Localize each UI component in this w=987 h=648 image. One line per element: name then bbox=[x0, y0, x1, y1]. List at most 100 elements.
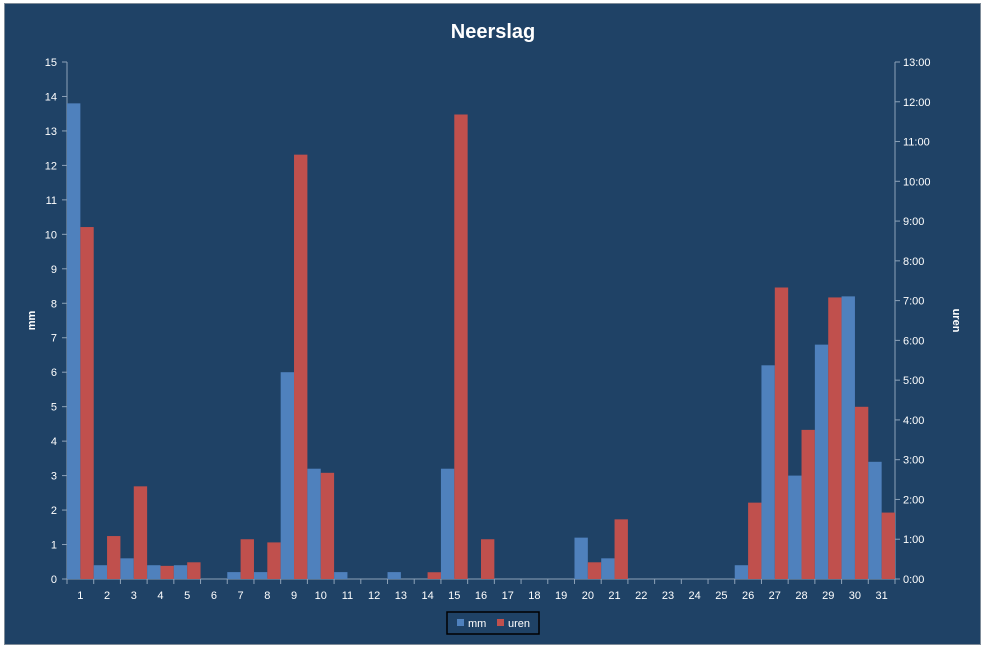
bar-mm bbox=[307, 468, 321, 579]
x-tick-label: 16 bbox=[475, 590, 487, 602]
bar-uren bbox=[774, 287, 789, 579]
bar-mm bbox=[147, 565, 161, 579]
y2-tick-label: 10:00 bbox=[903, 176, 931, 188]
x-tick-label: 29 bbox=[822, 590, 834, 602]
legend-box bbox=[446, 611, 540, 635]
bar-mm bbox=[440, 468, 455, 579]
x-tick-label: 4 bbox=[157, 590, 163, 602]
y-tick-label: 10 bbox=[45, 229, 57, 241]
bar-mm bbox=[574, 537, 588, 579]
legend-swatch-mm bbox=[457, 619, 464, 626]
y-tick-label: 9 bbox=[51, 264, 57, 276]
legend-swatch-uren bbox=[497, 619, 504, 626]
y-tick-label: 12 bbox=[45, 160, 57, 172]
x-tick-label: 24 bbox=[689, 590, 701, 602]
bar-uren bbox=[587, 562, 602, 579]
bar-mm bbox=[601, 558, 615, 579]
bar-uren bbox=[320, 472, 335, 579]
bar-uren bbox=[187, 562, 201, 579]
y-tick-label: 15 bbox=[45, 57, 57, 69]
x-tick-label: 18 bbox=[528, 590, 540, 602]
y-tick-label: 6 bbox=[51, 367, 57, 379]
y-tick-label: 7 bbox=[51, 333, 57, 345]
x-tick-label: 6 bbox=[211, 590, 217, 602]
bar-uren bbox=[828, 297, 842, 579]
x-tick-label: 1 bbox=[77, 590, 83, 602]
y2-tick-label: 13:00 bbox=[903, 57, 931, 69]
bar-mm bbox=[280, 372, 295, 579]
y2-tick-label: 6:00 bbox=[903, 335, 924, 347]
bar-uren bbox=[240, 539, 254, 579]
bar-uren bbox=[107, 536, 121, 579]
y2-tick-label: 1:00 bbox=[903, 534, 924, 546]
y2-axis-title: uren bbox=[950, 309, 962, 333]
x-tick-label: 14 bbox=[421, 590, 433, 602]
bar-uren bbox=[881, 512, 895, 579]
y-tick-label: 1 bbox=[51, 540, 57, 552]
y2-tick-label: 2:00 bbox=[903, 494, 924, 506]
bar-mm bbox=[788, 475, 802, 579]
x-tick-label: 13 bbox=[395, 590, 407, 602]
bar-mm bbox=[227, 572, 241, 579]
bar-mm bbox=[387, 572, 401, 579]
legend-label-uren: uren bbox=[508, 618, 530, 630]
bar-mm bbox=[761, 365, 775, 579]
y-tick-label: 8 bbox=[51, 298, 57, 310]
x-tick-label: 10 bbox=[315, 590, 327, 602]
y-tick-label: 2 bbox=[51, 505, 57, 517]
bar-uren bbox=[267, 542, 281, 579]
y-tick-label: 0 bbox=[51, 574, 57, 586]
bar-uren bbox=[427, 572, 441, 579]
bar-uren bbox=[748, 502, 762, 579]
bar-uren bbox=[160, 565, 174, 579]
bar-uren bbox=[294, 154, 308, 580]
x-tick-label: 25 bbox=[715, 590, 727, 602]
x-tick-label: 31 bbox=[876, 590, 888, 602]
x-tick-label: 20 bbox=[582, 590, 594, 602]
x-tick-label: 21 bbox=[608, 590, 620, 602]
x-tick-label: 8 bbox=[264, 590, 270, 602]
y-axis-title: mm bbox=[26, 311, 38, 331]
bar-mm bbox=[734, 565, 749, 579]
x-tick-label: 9 bbox=[291, 590, 297, 602]
x-tick-label: 2 bbox=[104, 590, 110, 602]
chart-frame: Neerslag 0 1 2 3 4 5 6 7 8 9 10 11 12 13 14 15 0:00 1:00 2:… bbox=[4, 3, 981, 645]
x-tick-label: 27 bbox=[769, 590, 781, 602]
bar-uren bbox=[614, 519, 628, 579]
y-tick-label: 13 bbox=[45, 126, 57, 138]
y2-tick-label: 11:00 bbox=[903, 137, 930, 149]
chart-title: Neerslag bbox=[451, 21, 536, 43]
bar-uren bbox=[481, 539, 495, 579]
x-tick-label: 17 bbox=[502, 590, 514, 602]
y2-tick-label: 4:00 bbox=[903, 415, 924, 427]
x-tick-label: 3 bbox=[131, 590, 137, 602]
x-tick-label: 30 bbox=[849, 590, 861, 602]
bar-mm bbox=[334, 572, 348, 579]
y2-tick-label: 3:00 bbox=[903, 455, 924, 467]
y2-tick-label: 5:00 bbox=[903, 375, 924, 387]
y2-tick-label: 12:00 bbox=[903, 97, 931, 109]
x-tick-label: 15 bbox=[448, 590, 460, 602]
bar-uren bbox=[133, 486, 148, 579]
x-tick-label: 28 bbox=[795, 590, 807, 602]
x-tick-label: 26 bbox=[742, 590, 754, 602]
y-tick-label: 5 bbox=[51, 402, 57, 414]
bar-mm bbox=[841, 296, 855, 579]
y2-tick-label: 8:00 bbox=[903, 256, 924, 268]
y2-tick-label: 0:00 bbox=[903, 574, 924, 586]
y2-tick-label: 7:00 bbox=[903, 296, 924, 308]
bar-mm bbox=[67, 103, 81, 580]
x-tick-label: 7 bbox=[238, 590, 244, 602]
bar-uren bbox=[854, 406, 869, 579]
bar-mm bbox=[120, 558, 134, 579]
bar-mm bbox=[253, 572, 268, 579]
bar-mm bbox=[93, 565, 108, 579]
bar-mm bbox=[814, 344, 829, 579]
x-tick-label: 19 bbox=[555, 590, 567, 602]
y-tick-label: 3 bbox=[51, 471, 57, 483]
legend-label-mm: mm bbox=[468, 618, 486, 630]
bar-chart: Neerslag01234567891011121314150:001:002:… bbox=[26, 21, 962, 635]
x-tick-label: 11 bbox=[342, 590, 353, 602]
bar-uren bbox=[801, 429, 815, 579]
bar-mm bbox=[173, 565, 188, 579]
